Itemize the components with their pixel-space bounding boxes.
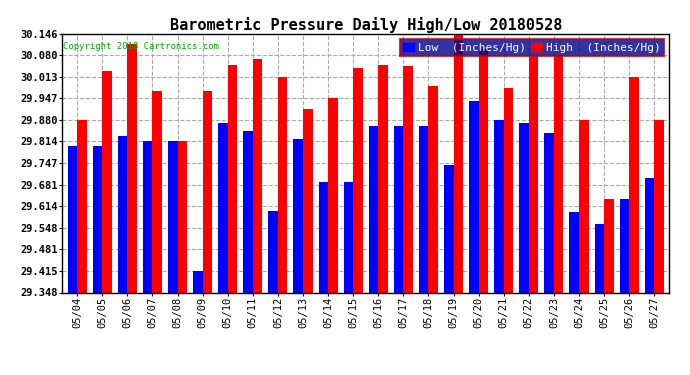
Bar: [293, 140, 303, 292]
Bar: [453, 34, 463, 292]
Bar: [620, 200, 629, 292]
Bar: [444, 165, 453, 292]
Bar: [193, 271, 203, 292]
Bar: [278, 77, 288, 292]
Bar: [644, 178, 654, 292]
Bar: [595, 224, 604, 292]
Legend: Low  (Inches/Hg), High  (Inches/Hg): Low (Inches/Hg), High (Inches/Hg): [400, 39, 664, 56]
Bar: [203, 92, 212, 292]
Bar: [569, 212, 579, 292]
Bar: [353, 68, 363, 292]
Bar: [319, 182, 328, 292]
Text: Copyright 2018 Cartronics.com: Copyright 2018 Cartronics.com: [63, 42, 219, 51]
Bar: [544, 133, 554, 292]
Bar: [253, 59, 262, 292]
Bar: [177, 141, 187, 292]
Bar: [128, 45, 137, 292]
Bar: [479, 49, 488, 292]
Bar: [520, 123, 529, 292]
Bar: [228, 65, 237, 292]
Bar: [244, 131, 253, 292]
Bar: [378, 65, 388, 292]
Bar: [328, 98, 337, 292]
Bar: [92, 146, 102, 292]
Bar: [554, 55, 564, 292]
Bar: [629, 77, 639, 292]
Bar: [143, 141, 152, 292]
Bar: [529, 55, 538, 292]
Title: Barometric Pressure Daily High/Low 20180528: Barometric Pressure Daily High/Low 20180…: [170, 16, 562, 33]
Bar: [218, 123, 228, 292]
Bar: [368, 126, 378, 292]
Bar: [394, 126, 404, 292]
Bar: [494, 120, 504, 292]
Bar: [404, 66, 413, 292]
Bar: [604, 200, 613, 292]
Bar: [77, 120, 87, 292]
Bar: [118, 136, 128, 292]
Bar: [102, 71, 112, 292]
Bar: [303, 109, 313, 292]
Bar: [168, 141, 177, 292]
Bar: [469, 100, 479, 292]
Bar: [428, 86, 438, 292]
Bar: [504, 88, 513, 292]
Bar: [268, 211, 278, 292]
Bar: [654, 120, 664, 292]
Bar: [344, 182, 353, 292]
Bar: [152, 91, 162, 292]
Bar: [579, 120, 589, 292]
Bar: [68, 146, 77, 292]
Bar: [419, 126, 428, 292]
